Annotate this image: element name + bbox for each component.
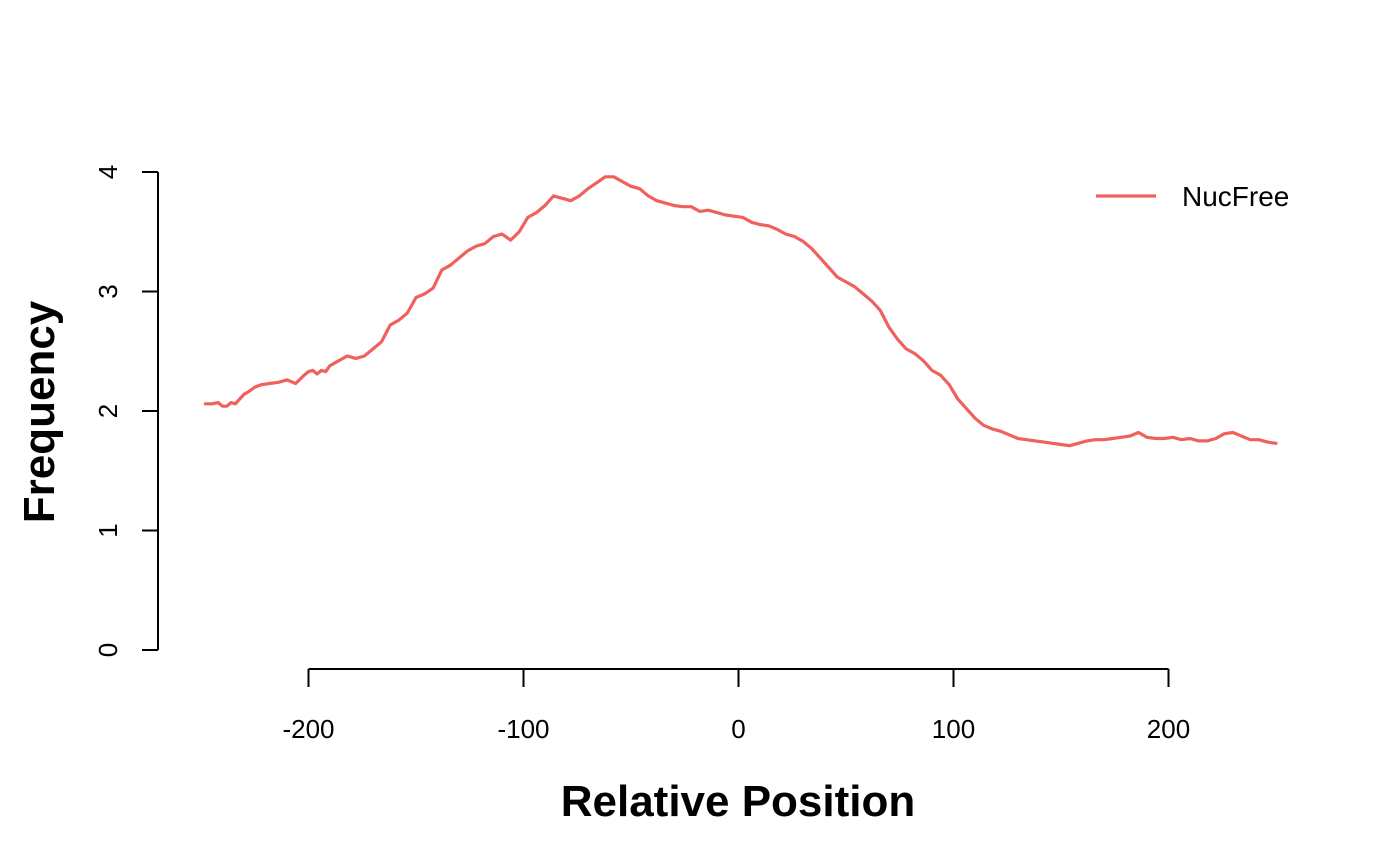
legend: NucFree xyxy=(1096,181,1289,212)
y-tick-label: 3 xyxy=(93,284,123,298)
y-axis-title: Frequency xyxy=(15,300,64,523)
y-tick-label: 0 xyxy=(93,643,123,657)
series-line-nucfree xyxy=(203,175,1278,448)
y-tick-label: 1 xyxy=(93,523,123,537)
x-axis: -200 -100 0 100 200 xyxy=(282,668,1190,744)
x-axis-title: Relative Position xyxy=(561,777,916,826)
x-tick-label: -200 xyxy=(282,714,334,744)
x-tick-label: -100 xyxy=(497,714,549,744)
series-layer xyxy=(203,175,1278,448)
y-tick-label: 4 xyxy=(93,165,123,179)
x-tick-label: 100 xyxy=(932,714,975,744)
y-axis: 0 1 2 3 4 xyxy=(93,165,159,657)
legend-label: NucFree xyxy=(1182,181,1289,212)
x-tick-label: 200 xyxy=(1147,714,1190,744)
y-tick-label: 2 xyxy=(93,404,123,418)
x-tick-label: 0 xyxy=(731,714,745,744)
